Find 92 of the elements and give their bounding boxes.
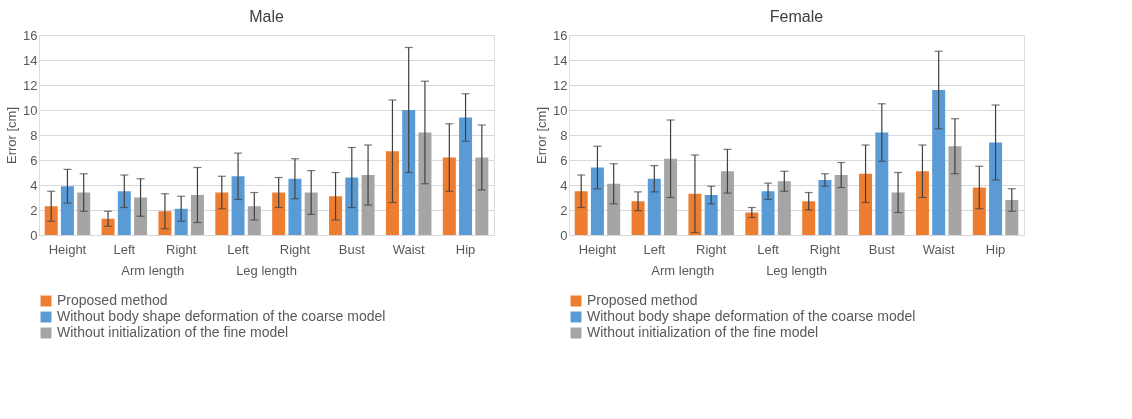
y-tick-label: 6 bbox=[560, 152, 568, 168]
legend-label: Without body shape deformation of the coarse model bbox=[57, 308, 386, 324]
text: Arm length bbox=[651, 263, 715, 278]
bar bbox=[989, 142, 1003, 235]
bar bbox=[402, 110, 416, 235]
x-tick-label: Left bbox=[113, 241, 136, 257]
y-axis-title: Error [cm] bbox=[534, 106, 550, 165]
bar bbox=[664, 158, 678, 235]
y-tick-label: 0 bbox=[30, 227, 38, 243]
y-tick-label: 2 bbox=[560, 202, 568, 218]
y-tick-label: 4 bbox=[30, 177, 38, 193]
bar bbox=[174, 208, 188, 235]
bar bbox=[247, 206, 261, 235]
bar bbox=[288, 178, 302, 235]
bar bbox=[607, 183, 621, 235]
bar bbox=[475, 157, 489, 235]
bar bbox=[60, 186, 74, 235]
x-tick-label: Right bbox=[696, 241, 727, 257]
text: Arm length bbox=[121, 263, 185, 278]
bar bbox=[190, 195, 204, 235]
bar bbox=[777, 181, 791, 235]
bar bbox=[117, 191, 131, 235]
bar bbox=[231, 176, 245, 235]
y-tick-label: 16 bbox=[553, 27, 568, 43]
bar bbox=[418, 132, 432, 235]
y-tick-label: 12 bbox=[553, 77, 568, 93]
text: Leg length bbox=[236, 263, 297, 278]
bar bbox=[932, 90, 946, 235]
legend-label: Proposed method bbox=[587, 292, 698, 308]
legend-label: Proposed method bbox=[57, 292, 168, 308]
x-tick-label: Height bbox=[578, 241, 617, 257]
x-tick-label: Waist bbox=[392, 241, 426, 257]
y-tick-label: 14 bbox=[23, 52, 38, 68]
bar bbox=[834, 175, 848, 235]
y-tick-label: 6 bbox=[30, 152, 38, 168]
x-tick-label: Left bbox=[757, 241, 780, 257]
y-tick-label: 4 bbox=[560, 177, 568, 193]
legend-label: Without body shape deformation of the coarse model bbox=[587, 308, 916, 324]
bar bbox=[385, 151, 399, 235]
bar bbox=[442, 157, 456, 235]
bar bbox=[574, 191, 588, 235]
x-tick-label: Right bbox=[279, 241, 311, 257]
x-tick-label: Hip bbox=[985, 241, 1006, 257]
bar bbox=[948, 146, 962, 235]
y-axis-title: Error [cm] bbox=[4, 106, 20, 165]
x-tick-label: Left bbox=[227, 241, 250, 257]
bar bbox=[272, 192, 286, 235]
bar bbox=[345, 177, 359, 235]
x-tick-label: Height bbox=[48, 241, 87, 257]
y-tick-label: 0 bbox=[560, 227, 568, 243]
y-tick-label: 8 bbox=[30, 127, 38, 143]
y-tick-label: 16 bbox=[23, 27, 38, 43]
bar bbox=[329, 196, 343, 235]
y-tick-label: 14 bbox=[553, 52, 568, 68]
bar bbox=[859, 173, 873, 235]
text: Leg length bbox=[766, 263, 827, 278]
bar bbox=[1005, 200, 1019, 235]
bar bbox=[875, 132, 889, 235]
bar bbox=[44, 206, 58, 235]
x-tick-label: Left bbox=[643, 241, 666, 257]
x-tick-label: Right bbox=[166, 241, 197, 257]
y-tick-label: 12 bbox=[23, 77, 38, 93]
bar bbox=[647, 178, 661, 235]
bar bbox=[215, 192, 229, 235]
x-tick-label: Right bbox=[809, 241, 841, 257]
x-tick-label: Waist bbox=[922, 241, 956, 257]
bar bbox=[77, 192, 91, 235]
bar bbox=[761, 191, 775, 235]
bar bbox=[818, 180, 832, 235]
y-tick-label: 8 bbox=[560, 127, 568, 143]
y-tick-label: 2 bbox=[30, 202, 38, 218]
bar bbox=[304, 192, 318, 235]
chart-title: Male bbox=[249, 8, 284, 25]
bar bbox=[459, 117, 473, 235]
x-tick-label: Hip bbox=[455, 241, 476, 257]
bar bbox=[891, 192, 905, 235]
legend-label: Without initialization of the fine model bbox=[57, 324, 289, 340]
bar bbox=[631, 201, 645, 235]
x-tick-label: Bust bbox=[868, 241, 896, 257]
chart-title: Female bbox=[769, 8, 824, 25]
legend-label: Without initialization of the fine model bbox=[587, 324, 819, 340]
y-tick-label: 10 bbox=[23, 102, 38, 118]
bar bbox=[704, 195, 718, 235]
x-tick-label: Bust bbox=[338, 241, 366, 257]
bar bbox=[745, 212, 759, 235]
bar bbox=[720, 171, 734, 235]
bar bbox=[134, 197, 148, 235]
bar bbox=[590, 167, 604, 235]
bar bbox=[972, 187, 986, 235]
bar bbox=[915, 171, 929, 235]
y-tick-label: 10 bbox=[553, 102, 568, 118]
bar bbox=[802, 201, 816, 235]
